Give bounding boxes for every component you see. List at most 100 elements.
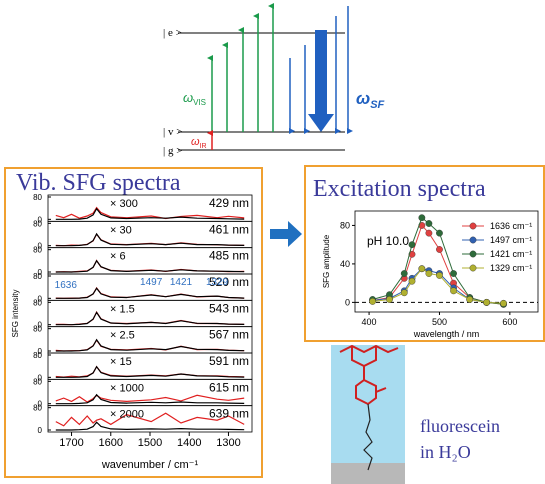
point <box>483 298 491 306</box>
substrate <box>331 463 405 484</box>
scale-label: × 2.5 <box>110 330 135 342</box>
y-tick-label: 0 <box>38 268 43 277</box>
legend-label: 1636 cm⁻¹ <box>490 221 532 231</box>
wavelength-label: 567 nm <box>209 328 249 342</box>
y-tick-label: 80 <box>33 404 42 413</box>
fit-line <box>55 338 245 352</box>
y-tick-label: 80 <box>340 220 350 230</box>
legend-marker <box>469 236 477 244</box>
level-label: | e > <box>163 27 182 39</box>
point <box>425 220 433 227</box>
point <box>408 250 416 258</box>
panel-frame <box>304 165 545 342</box>
y-tick-label: 0 <box>38 294 43 303</box>
y-tick-label: 0 <box>38 242 43 251</box>
x-tick-label: 400 <box>362 317 377 327</box>
x-tick-label: 1500 <box>138 437 162 449</box>
point <box>425 270 433 277</box>
wavelength-label: 485 nm <box>209 249 249 263</box>
point <box>500 299 507 307</box>
point <box>400 270 408 277</box>
x-tick-label: 1400 <box>177 437 201 449</box>
y-tick-label: 0 <box>38 215 43 224</box>
scale-label: × 300 <box>110 198 138 210</box>
legend-label: 1421 cm⁻¹ <box>490 249 532 259</box>
x-axis-label: wavelength / nm <box>413 329 480 339</box>
level-label: | g > <box>163 145 182 157</box>
point <box>436 272 443 279</box>
legend-marker <box>469 250 477 258</box>
y-tick-label: 80 <box>33 377 42 386</box>
y-tick-label: 0 <box>38 373 43 382</box>
wavelength-label: 591 nm <box>209 354 249 368</box>
peak-label: 1636 <box>55 280 78 291</box>
point <box>386 296 393 303</box>
vis-label: ωVIS <box>183 90 206 107</box>
y-tick-label: 80 <box>33 272 42 281</box>
y-tick-label: 0 <box>345 297 350 307</box>
legend-marker <box>469 222 477 230</box>
linker <box>363 403 373 471</box>
point <box>408 277 416 285</box>
point <box>436 246 443 253</box>
peak-label: 1421 <box>170 277 193 288</box>
peak-label: 1329 <box>206 277 229 288</box>
y-tick-label: 0 <box>38 426 43 435</box>
sf-arrow-main <box>308 30 334 132</box>
wavelength-label: 461 nm <box>209 222 249 236</box>
data-line <box>55 206 245 220</box>
fit-line <box>55 421 245 431</box>
x-tick-label: 1600 <box>99 437 123 449</box>
panel-frame <box>4 167 263 478</box>
y-tick-label: 80 <box>33 351 42 360</box>
x-tick-label: 1300 <box>216 437 240 449</box>
x-axis-label: wavenumber / cm⁻¹ <box>101 459 199 471</box>
y-tick-label: 40 <box>340 259 350 269</box>
symbol: ω <box>356 89 370 108</box>
ir-label: ωIR <box>191 136 207 150</box>
panel-title: Excitation spectra <box>313 176 486 202</box>
sf-label: ωSF <box>356 89 385 111</box>
point <box>418 214 426 222</box>
point <box>418 265 426 273</box>
data-line <box>55 412 245 427</box>
fit-line <box>55 259 245 273</box>
x-tick-label: 500 <box>432 317 447 327</box>
scale-label: × 1.5 <box>110 303 135 315</box>
y-axis-label: SFG amplitude <box>322 234 331 288</box>
peak-label: 1497 <box>140 277 163 288</box>
wavelength-label: 639 nm <box>209 407 249 421</box>
x-tick-label: 1700 <box>59 437 83 449</box>
caption: fluorescein <box>420 416 500 436</box>
point <box>425 229 433 237</box>
scale-label: × 15 <box>110 356 132 368</box>
caption: in H₂O <box>420 442 471 462</box>
fit-line <box>55 365 245 378</box>
y-tick-label: 80 <box>33 193 42 202</box>
legend-marker <box>469 264 477 272</box>
fluorescein <box>339 344 399 406</box>
wavelength-label: 520 nm <box>209 275 249 289</box>
y-axis-label: SFG intensity <box>11 289 20 337</box>
energy-diagram: | e > | v > | g > ωVIS ωIR ωSF <box>163 3 385 157</box>
y-tick-label: 0 <box>38 347 43 356</box>
fit-line <box>55 311 245 326</box>
data-line <box>55 286 245 299</box>
scale-label: × 2000 <box>110 409 144 421</box>
plot-frame <box>354 210 539 313</box>
y-tick-label: 80 <box>33 246 42 255</box>
y-tick-label: 80 <box>33 325 42 334</box>
molecule-image <box>331 344 405 484</box>
x-tick-label: 600 <box>502 317 517 327</box>
y-tick-label: 80 <box>33 298 42 307</box>
symbol: ω <box>191 136 200 148</box>
panel-title: Vib. SFG spectra <box>16 170 181 196</box>
fit-line <box>55 287 245 299</box>
point <box>408 241 416 249</box>
fit-line <box>55 393 245 405</box>
scale-label: × 6 <box>110 251 126 263</box>
scale-label: × 30 <box>110 224 132 236</box>
legend-label: 1329 cm⁻¹ <box>490 263 532 273</box>
subscript: SF <box>370 99 384 111</box>
